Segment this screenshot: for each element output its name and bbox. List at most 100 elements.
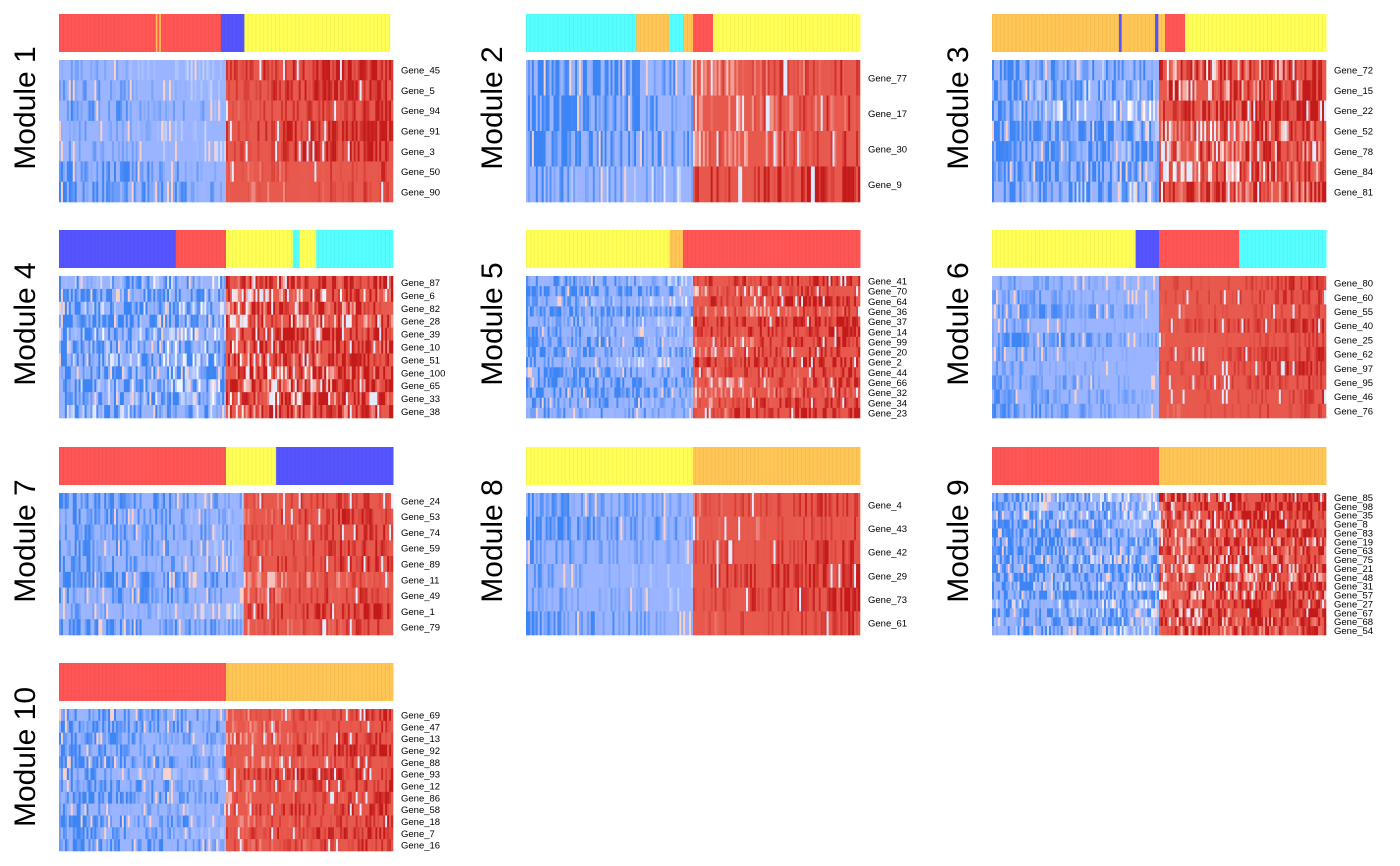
heat-cell (214, 181, 217, 203)
heat-cell (170, 353, 174, 367)
heat-cell (653, 95, 656, 132)
heat-cell (1217, 80, 1221, 101)
heat-cell (216, 379, 219, 393)
heat-cell (1304, 100, 1307, 122)
heat-cell (290, 100, 294, 122)
heat-cell (1212, 60, 1215, 81)
heat-cell (1265, 100, 1268, 122)
heat-cell (220, 288, 223, 303)
heat-cell (275, 120, 278, 142)
heat-cell (229, 340, 233, 354)
heat-cell (216, 141, 219, 162)
heat-cell (341, 80, 345, 101)
heat-cell (271, 276, 274, 290)
heat-cell (710, 95, 713, 132)
heat-cell (377, 327, 380, 341)
heat-cell (1164, 120, 1168, 142)
heat-cell (1316, 60, 1319, 81)
heat-cell (277, 366, 280, 380)
heat-cell (363, 120, 366, 142)
heat-cell (117, 120, 121, 142)
heat-cell (174, 100, 178, 122)
heat-cell (1045, 181, 1048, 203)
heat-cell (216, 288, 219, 303)
heat-cell (351, 60, 355, 81)
heat-cell (182, 120, 186, 142)
heat-cell (816, 95, 820, 132)
heat-cell (755, 166, 759, 203)
heat-cell (235, 379, 239, 393)
heat-cell (1141, 100, 1144, 122)
heat-cell (1221, 141, 1225, 162)
heat-cell (1003, 161, 1007, 183)
heat-cell (683, 95, 686, 132)
heat-cell (736, 166, 739, 203)
heat-cell (176, 301, 180, 316)
heat-cell (76, 353, 79, 367)
heat-cell (267, 327, 270, 341)
annotation-stripe (1274, 14, 1276, 52)
heat-cell (98, 120, 101, 142)
heat-cell (777, 60, 780, 96)
heat-cell (551, 166, 554, 203)
heat-cell (237, 301, 241, 316)
heat-cell (373, 100, 376, 122)
heat-cell (94, 80, 97, 101)
heat-cell (231, 327, 235, 341)
heat-cell (220, 366, 223, 380)
heat-cell (824, 95, 827, 132)
heat-cell (353, 353, 356, 367)
heat-cell (153, 276, 156, 290)
heat-cell (336, 100, 339, 122)
heat-cell (129, 314, 132, 328)
heat-cell (72, 141, 76, 162)
heat-cell (245, 60, 248, 81)
heat-cell (216, 366, 219, 380)
heat-cell (243, 288, 246, 303)
heat-cell (1235, 100, 1238, 122)
heat-cell (110, 327, 113, 341)
heat-cell (170, 288, 174, 303)
heat-cell (300, 288, 303, 303)
heat-cell (379, 327, 382, 341)
heat-cell (1027, 80, 1030, 101)
heat-cell (1037, 161, 1040, 183)
heat-cell (271, 181, 274, 203)
heat-cell (74, 366, 77, 380)
heat-cell (1084, 141, 1087, 162)
heat-cell (736, 95, 739, 132)
heat-cell (1200, 100, 1203, 122)
heat-cell (281, 60, 284, 81)
heat-cell (822, 166, 825, 203)
heat-cell (255, 161, 258, 183)
heat-cell (1015, 120, 1018, 142)
heat-cell (371, 379, 374, 393)
heat-cell (237, 161, 241, 183)
heat-cell (1247, 80, 1250, 101)
annotation-stripe (102, 14, 104, 52)
heat-cell (172, 353, 176, 367)
heat-cell (137, 353, 140, 367)
heat-cell (312, 181, 315, 203)
heat-cell (1092, 161, 1095, 183)
annotation-stripe (655, 14, 657, 52)
heat-cell (1265, 181, 1268, 203)
annotation-stripe (529, 14, 531, 52)
heat-cell (371, 276, 374, 290)
annotation-stripe (995, 14, 997, 52)
heat-cell (180, 366, 184, 380)
heat-cell (720, 166, 723, 203)
heat-cell (88, 288, 91, 303)
heat-cell (1184, 161, 1187, 183)
heat-cell (1160, 80, 1164, 101)
heat-cell (659, 95, 662, 132)
heat-cell (628, 166, 631, 203)
annotation-stripe (844, 14, 846, 52)
heat-cell (279, 366, 282, 380)
heat-cell (322, 120, 325, 142)
heat-cell (1196, 100, 1199, 122)
heat-cell (1290, 161, 1293, 183)
heat-cell (233, 340, 237, 354)
heat-cell (746, 166, 749, 203)
heat-cell (190, 100, 193, 122)
